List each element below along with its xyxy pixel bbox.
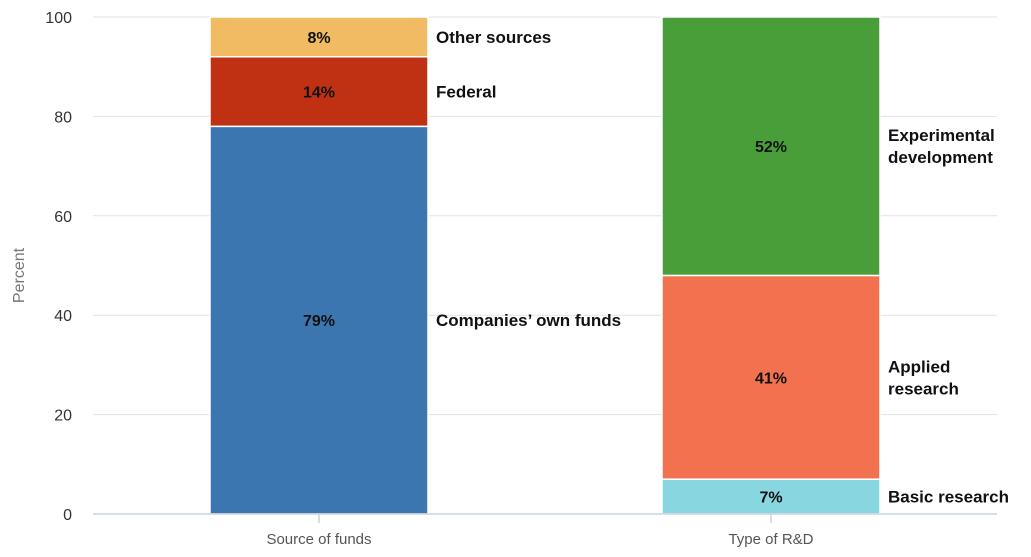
y-tick-label-40: 40 xyxy=(54,308,72,325)
y-axis-title: Percent xyxy=(11,247,28,303)
segment-name-companies-own-funds: Companies’ own funds xyxy=(436,311,621,330)
y-tick-label-20: 20 xyxy=(54,408,72,425)
data-label-basic-research: 7% xyxy=(759,490,782,507)
data-label-companies-own-funds: 79% xyxy=(303,313,335,330)
y-tick-label-100: 100 xyxy=(45,10,72,27)
bar-segment-federal xyxy=(209,56,429,128)
segment-name-other-sources: Other sources xyxy=(436,28,551,47)
segment-name-applied-research: Applied research xyxy=(888,357,959,398)
x-tick-label-type-of-r-d: Type of R&D xyxy=(728,531,813,548)
labels: 79% Companies’ own funds 14% Federal 8% Other… xyxy=(303,28,1009,507)
segment-name-experimental-development: Experimental development xyxy=(888,126,995,167)
y-tick-label-80: 80 xyxy=(54,109,72,126)
bar-segment-companies-own-funds xyxy=(209,125,429,515)
segment-name-basic-research: Basic research xyxy=(888,488,1009,507)
data-label-experimental-development: 52% xyxy=(755,139,787,156)
y-tick-label-0: 0 xyxy=(63,507,72,524)
data-label-applied-research: 41% xyxy=(755,370,787,387)
axes: 0 20 40 60 80 100 Percent Source of funds Type o… xyxy=(11,10,997,548)
bar-segment-experimental-development xyxy=(661,16,881,277)
x-tick-label-source-of-funds: Source of funds xyxy=(266,531,371,548)
bars xyxy=(209,16,881,515)
y-tick-label-60: 60 xyxy=(54,209,72,226)
data-label-other-sources: 8% xyxy=(307,30,330,47)
data-label-federal: 14% xyxy=(303,85,335,102)
segment-name-federal: Federal xyxy=(436,83,496,102)
bar-segment-other-sources xyxy=(209,16,429,58)
